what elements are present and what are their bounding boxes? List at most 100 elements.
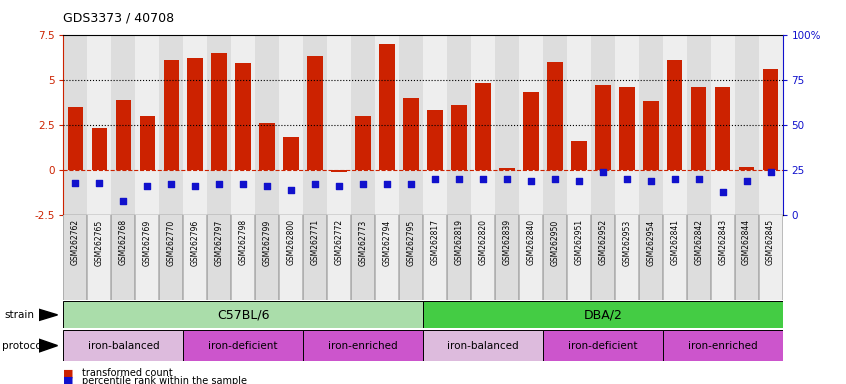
Bar <box>375 35 399 215</box>
Text: iron-enriched: iron-enriched <box>688 341 757 351</box>
Text: GSM262771: GSM262771 <box>310 219 320 265</box>
Bar <box>759 35 783 215</box>
Bar <box>495 215 519 300</box>
Text: GSM262773: GSM262773 <box>359 219 367 265</box>
Bar <box>63 330 184 361</box>
Bar <box>667 60 683 170</box>
Text: GSM262772: GSM262772 <box>335 219 343 265</box>
Text: GSM262768: GSM262768 <box>119 219 128 265</box>
Point <box>548 176 562 182</box>
Point <box>164 181 178 187</box>
Point <box>92 179 106 185</box>
Bar <box>63 301 423 328</box>
Bar <box>159 215 184 300</box>
Bar <box>399 35 423 215</box>
Bar <box>571 141 586 170</box>
Bar <box>423 35 447 215</box>
Bar <box>140 116 155 170</box>
Bar <box>739 167 755 170</box>
Bar <box>619 87 634 170</box>
Bar <box>404 98 419 170</box>
Bar <box>639 35 662 215</box>
Text: GSM262762: GSM262762 <box>71 219 80 265</box>
Bar <box>662 215 687 300</box>
Bar <box>471 215 495 300</box>
Text: iron-enriched: iron-enriched <box>328 341 398 351</box>
Bar <box>184 215 207 300</box>
Point <box>308 181 321 187</box>
Point <box>764 169 777 175</box>
Bar <box>615 35 639 215</box>
Bar <box>423 301 783 328</box>
Bar <box>475 83 491 170</box>
Bar <box>547 62 563 170</box>
Bar <box>63 35 87 215</box>
Text: GSM262841: GSM262841 <box>670 219 679 265</box>
Point <box>428 176 442 182</box>
Bar <box>332 170 347 172</box>
Point <box>140 183 154 189</box>
Bar <box>615 215 639 300</box>
Bar <box>355 116 371 170</box>
Text: GSM262770: GSM262770 <box>167 219 176 265</box>
Bar <box>68 107 83 170</box>
Point <box>380 181 393 187</box>
Bar <box>184 330 303 361</box>
Text: transformed count: transformed count <box>82 368 173 378</box>
Bar <box>519 35 543 215</box>
Point <box>356 181 370 187</box>
Bar <box>231 215 255 300</box>
Bar <box>471 35 495 215</box>
Text: GSM262839: GSM262839 <box>503 219 511 265</box>
Bar <box>212 53 227 170</box>
Bar <box>260 123 275 170</box>
Bar <box>207 35 231 215</box>
Bar <box>423 215 447 300</box>
Point <box>620 176 634 182</box>
Bar <box>519 215 543 300</box>
Bar <box>116 99 131 170</box>
Point <box>596 169 609 175</box>
Bar <box>375 215 399 300</box>
Point <box>452 176 465 182</box>
Text: iron-balanced: iron-balanced <box>448 341 519 351</box>
Text: GSM262844: GSM262844 <box>742 219 751 265</box>
Bar <box>567 35 591 215</box>
Text: iron-balanced: iron-balanced <box>88 341 159 351</box>
Text: GSM262817: GSM262817 <box>431 219 439 265</box>
Bar <box>499 168 514 170</box>
Bar <box>451 105 467 170</box>
Bar <box>639 215 662 300</box>
Bar <box>447 215 471 300</box>
Text: DBA/2: DBA/2 <box>584 308 622 321</box>
Bar <box>207 215 231 300</box>
Bar <box>495 35 519 215</box>
Bar <box>303 330 423 361</box>
Point <box>667 176 681 182</box>
Point <box>189 183 202 189</box>
Polygon shape <box>39 339 58 352</box>
Bar <box>279 215 303 300</box>
Bar <box>543 330 662 361</box>
Bar <box>567 215 591 300</box>
Bar <box>447 35 471 215</box>
Point <box>212 181 226 187</box>
Bar <box>591 35 615 215</box>
Point <box>524 178 537 184</box>
Point <box>572 178 585 184</box>
Text: GSM262798: GSM262798 <box>239 219 248 265</box>
Point <box>739 178 753 184</box>
Text: GSM262845: GSM262845 <box>766 219 775 265</box>
Bar <box>691 87 706 170</box>
Text: strain: strain <box>4 310 34 320</box>
Text: GSM262954: GSM262954 <box>646 219 655 265</box>
Point <box>500 176 514 182</box>
Point <box>404 181 418 187</box>
Point <box>644 178 657 184</box>
Bar <box>687 215 711 300</box>
Bar <box>591 215 615 300</box>
Polygon shape <box>39 309 58 321</box>
Point <box>692 176 706 182</box>
Bar <box>135 215 159 300</box>
Bar <box>351 215 375 300</box>
